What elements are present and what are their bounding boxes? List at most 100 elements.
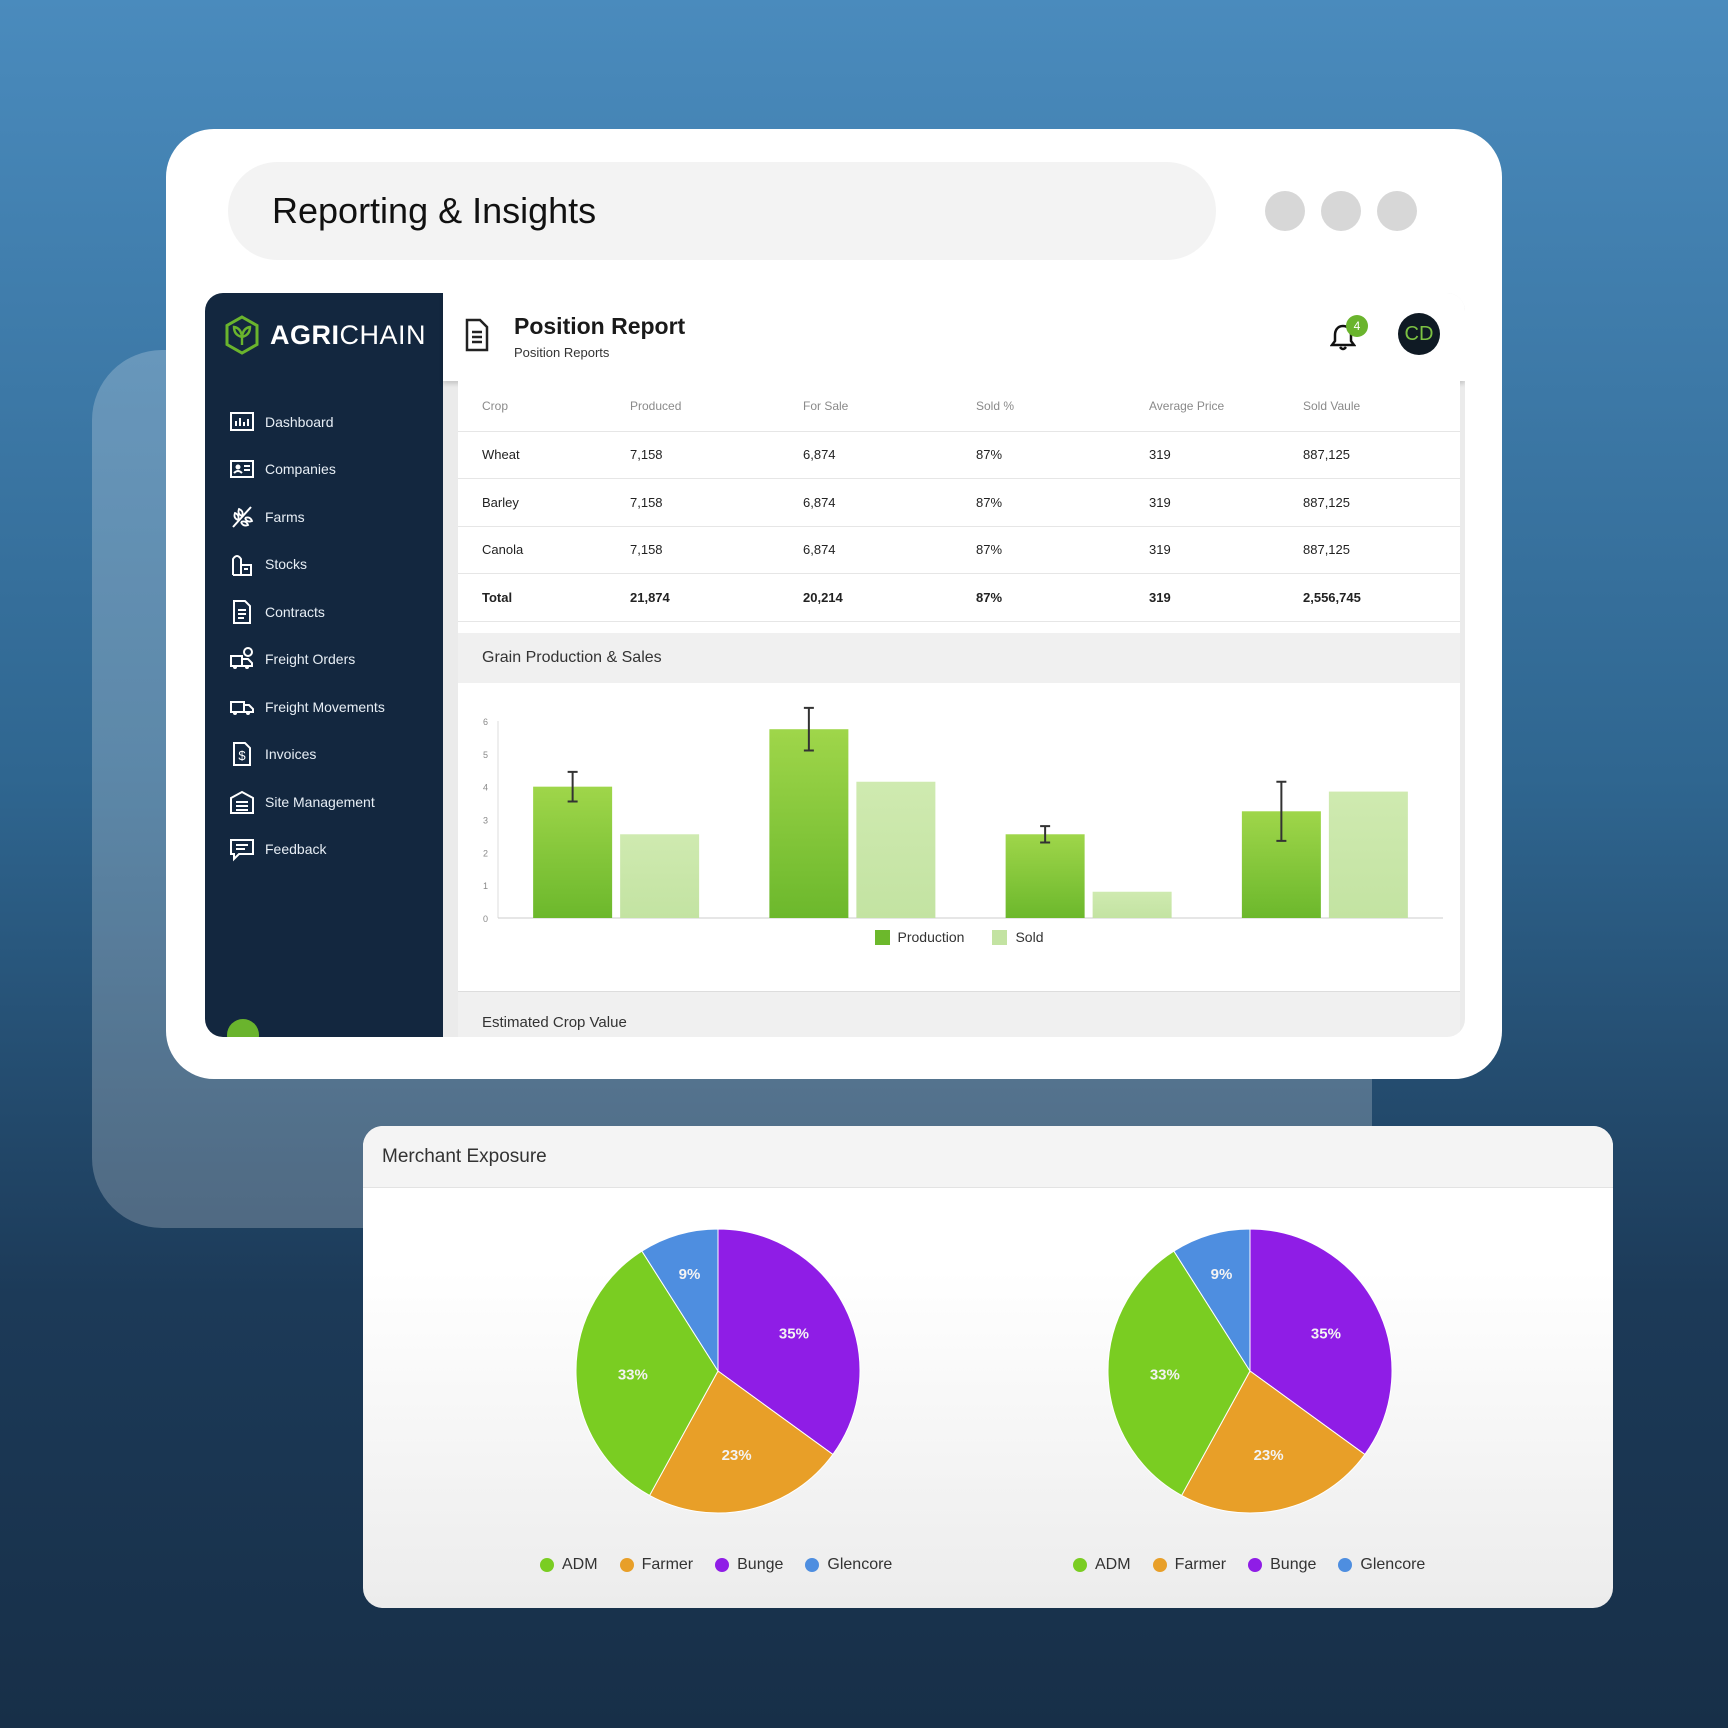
sidebar-item-site-management[interactable]: Site Management bbox=[229, 778, 385, 826]
total-cell: 2,556,745 bbox=[1303, 573, 1460, 622]
sidebar-item-label: Contracts bbox=[265, 603, 325, 620]
pie-slice-glencore[interactable] bbox=[1173, 1228, 1251, 1373]
table-cell: 887,125 bbox=[1303, 431, 1460, 479]
pie-legend-adm[interactable]: ADM bbox=[540, 1556, 598, 1574]
pie-slice-label: 23% bbox=[722, 1447, 752, 1464]
legend-dot bbox=[1152, 1558, 1167, 1572]
pie-legend-glencore[interactable]: Glencore bbox=[1338, 1556, 1425, 1574]
column-header[interactable]: Average Price bbox=[1149, 381, 1303, 432]
table-row[interactable]: Wheat 7,158 6,874 87% 319 887,125 bbox=[458, 431, 1460, 479]
legend-production-label: Production bbox=[897, 929, 965, 945]
bar-sold[interactable] bbox=[1092, 891, 1172, 918]
total-cell: Total bbox=[458, 573, 630, 622]
table-cell: Wheat bbox=[458, 431, 630, 479]
report-document-icon bbox=[465, 318, 489, 352]
pie-slice-label: 9% bbox=[1211, 1266, 1233, 1283]
sidebar-item-label: Farms bbox=[265, 508, 305, 525]
position-table: Crop Produced For Sale Sold % Average Price S… bbox=[458, 381, 1460, 622]
bar-sold[interactable] bbox=[856, 781, 936, 918]
main-content: Position Report Position Reports 4 CD Cr… bbox=[443, 293, 1465, 1037]
sidebar-item-label: Companies bbox=[265, 461, 336, 478]
bar-sold[interactable] bbox=[620, 834, 700, 918]
pie-legend-bunge[interactable]: Bunge bbox=[715, 1556, 783, 1574]
table-row[interactable]: Barley 7,158 6,874 87% 319 887,125 bbox=[458, 478, 1460, 527]
table-row[interactable]: Canola 7,158 6,874 87% 319 887,125 bbox=[458, 526, 1460, 574]
table-cell: 319 bbox=[1149, 431, 1303, 479]
window-dot-2[interactable] bbox=[1321, 191, 1361, 231]
sidebar-item-freight-orders[interactable]: Freight Orders bbox=[229, 636, 385, 684]
page-title: Position Report bbox=[514, 313, 686, 339]
pie-legend-bunge[interactable]: Bunge bbox=[1248, 1556, 1316, 1574]
y-tick-label: 2 bbox=[483, 848, 488, 858]
grain-chart: 0123456WheatBarleyCanolaFaba Beans Produ… bbox=[458, 683, 1460, 988]
table-cell: 7,158 bbox=[630, 478, 803, 527]
sidebar-item-invoices[interactable]: $ Invoices bbox=[229, 731, 385, 779]
report-panel: Crop Produced For Sale Sold % Average Price S… bbox=[458, 381, 1460, 1037]
sidebar-item-farms[interactable]: Farms bbox=[229, 493, 385, 541]
error-bar bbox=[1276, 780, 1287, 842]
pie-slice-adm[interactable] bbox=[575, 1250, 719, 1497]
bar-sold[interactable] bbox=[1328, 791, 1408, 918]
window-dot-1[interactable] bbox=[1265, 191, 1305, 231]
pie-slice-farmer[interactable] bbox=[1180, 1370, 1366, 1514]
legend-sold[interactable]: Sold bbox=[992, 929, 1043, 945]
pie-slice-farmer[interactable] bbox=[648, 1370, 834, 1514]
legend-label: Glencore bbox=[1360, 1556, 1426, 1573]
status-indicator[interactable] bbox=[227, 1019, 259, 1037]
pie-legend-adm[interactable]: ADM bbox=[1073, 1556, 1131, 1574]
legend-dot bbox=[1248, 1558, 1263, 1572]
sidebar-item-label: Freight Orders bbox=[265, 651, 356, 668]
pie-slice-glencore[interactable] bbox=[641, 1228, 719, 1373]
table-header-row: Crop Produced For Sale Sold % Average Price S… bbox=[458, 381, 1460, 432]
agrichain-logo[interactable]: AGRICHAIN bbox=[224, 315, 426, 355]
pie-slice-adm[interactable] bbox=[1107, 1250, 1251, 1497]
error-bar bbox=[567, 770, 578, 803]
sidebar-item-stocks[interactable]: Stocks bbox=[229, 541, 385, 589]
logo-text: AGRICHAIN bbox=[270, 319, 427, 350]
svg-text:$: $ bbox=[238, 748, 246, 763]
total-cell: 20,214 bbox=[803, 573, 976, 622]
column-header[interactable]: Sold % bbox=[976, 381, 1149, 432]
legend-label: ADM bbox=[1095, 1556, 1131, 1573]
sidebar: AGRICHAIN Dashboard Companies Farms Stocks C… bbox=[205, 293, 443, 1037]
pie-legend-farmer[interactable]: Farmer bbox=[619, 1556, 694, 1574]
legend-production[interactable]: Production bbox=[874, 929, 965, 945]
browser-window: Reporting & Insights AGRICHAIN Dashboard… bbox=[166, 129, 1502, 1079]
page-subtitle: Position Reports bbox=[514, 345, 610, 360]
pie-slice-bunge[interactable] bbox=[1249, 1228, 1393, 1456]
invoice-dollar-icon: $ bbox=[229, 741, 255, 767]
bar-production[interactable] bbox=[533, 786, 613, 918]
avatar[interactable]: CD bbox=[1398, 313, 1440, 355]
legend-label: Bunge bbox=[1270, 1556, 1317, 1573]
pie-legend-farmer[interactable]: Farmer bbox=[1152, 1556, 1227, 1574]
y-tick-label: 1 bbox=[483, 881, 488, 891]
bar-production[interactable] bbox=[769, 729, 849, 918]
grain-chart-legend: Production Sold bbox=[458, 929, 1460, 945]
column-header[interactable]: Crop bbox=[458, 381, 630, 432]
window-dot-3[interactable] bbox=[1377, 191, 1417, 231]
pie-legend-glencore[interactable]: Glencore bbox=[805, 1556, 892, 1574]
legend-sold-label: Sold bbox=[1015, 929, 1044, 945]
merchant-exposure-title: Merchant Exposure bbox=[363, 1126, 1613, 1188]
sidebar-item-feedback[interactable]: Feedback bbox=[229, 826, 385, 874]
sidebar-item-freight-movements[interactable]: Freight Movements bbox=[229, 683, 385, 731]
table-cell: 887,125 bbox=[1303, 526, 1460, 574]
pie-slice-label: 35% bbox=[779, 1325, 809, 1342]
total-cell: 21,874 bbox=[630, 573, 803, 622]
legend-label: Farmer bbox=[641, 1556, 694, 1573]
address-bar[interactable]: Reporting & Insights bbox=[228, 162, 1216, 260]
column-header[interactable]: For Sale bbox=[803, 381, 976, 432]
merchant-pie-chart-2: 35% 23% 33% 9% bbox=[1107, 1228, 1393, 1514]
legend-label: Farmer bbox=[1174, 1556, 1227, 1573]
sidebar-item-companies[interactable]: Companies bbox=[229, 446, 385, 494]
sidebar-item-contracts[interactable]: Contracts bbox=[229, 588, 385, 636]
table-cell: 6,874 bbox=[803, 526, 976, 574]
bar-production[interactable] bbox=[1005, 834, 1085, 918]
column-header[interactable]: Produced bbox=[630, 381, 803, 432]
id-card-icon bbox=[229, 456, 255, 482]
total-cell: 87% bbox=[976, 573, 1149, 622]
pie-slice-bunge[interactable] bbox=[717, 1228, 861, 1456]
sidebar-item-dashboard[interactable]: Dashboard bbox=[229, 398, 385, 446]
column-header[interactable]: Sold Vaule bbox=[1303, 381, 1460, 432]
table-cell: 7,158 bbox=[630, 431, 803, 479]
